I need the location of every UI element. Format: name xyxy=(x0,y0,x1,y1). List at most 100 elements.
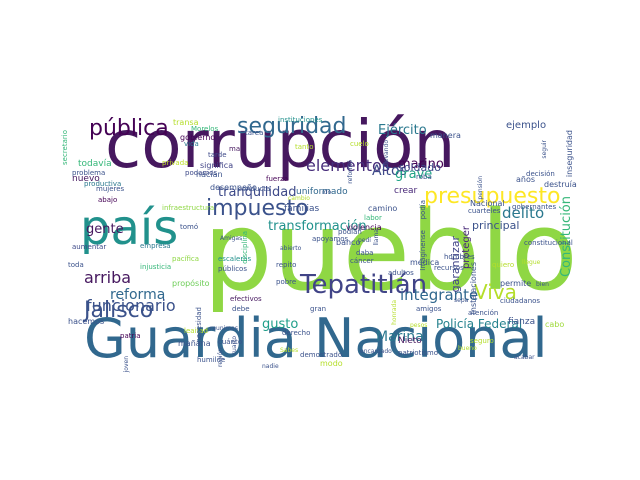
word-pueblo: pueblo xyxy=(203,187,578,315)
word-small: hacemos xyxy=(68,317,105,326)
word-policia-federal: Policía Federal xyxy=(436,317,523,331)
word-small: años xyxy=(516,175,536,184)
word-small: productiva xyxy=(84,180,122,188)
word-reforma: reforma xyxy=(110,287,166,303)
word-small: roba xyxy=(416,173,432,181)
word-small: banco xyxy=(336,238,361,247)
word-small: pedí xyxy=(358,237,371,244)
word-small: honrada xyxy=(391,300,398,325)
word-elementos: elementos xyxy=(306,156,391,175)
word-marina: Marina xyxy=(376,329,424,345)
word-arriba: arriba xyxy=(84,268,132,287)
word-small: reformó xyxy=(347,160,354,184)
word-small: cuánto xyxy=(218,338,243,346)
word-small: reunimos xyxy=(210,325,238,332)
word-small: cáncer xyxy=(350,257,374,265)
word-small: efectivos xyxy=(230,295,262,303)
word-small: seguro xyxy=(470,337,494,345)
word-small: instituciones xyxy=(278,116,323,124)
word-small: hombres xyxy=(444,253,475,261)
word-grave: grave xyxy=(395,167,433,182)
word-presupuesto: presupuesto xyxy=(424,184,561,209)
word-small: transa xyxy=(173,118,199,127)
word-small: todavía xyxy=(78,159,112,169)
word-camino: camino xyxy=(368,204,398,213)
word-small: públicos xyxy=(218,265,247,273)
word-small: permite xyxy=(500,279,532,288)
word-small: propósito xyxy=(172,279,210,288)
word-small: labor xyxy=(364,214,382,222)
word-small: cambio xyxy=(288,195,310,202)
word-small: inseguridad xyxy=(565,130,574,178)
word-small: decisión xyxy=(526,170,555,178)
word-principal: principal xyxy=(472,219,520,232)
word-small: seguir xyxy=(541,140,548,159)
word-impuesto: impuesto xyxy=(206,196,309,221)
word-small: empresa xyxy=(140,242,171,250)
word-small: podía xyxy=(419,200,427,220)
word-small: desempeño xyxy=(210,183,257,192)
word-transformacion: transformación xyxy=(268,219,367,234)
word-small: destruía xyxy=(544,180,577,189)
word-jalisco: Jalisco xyxy=(84,298,154,323)
word-small: abajo xyxy=(98,196,118,204)
word-small: patriotismo xyxy=(398,349,439,357)
word-small: apoyamos xyxy=(312,235,349,243)
word-viva: Viva xyxy=(474,280,517,304)
word-small: problema xyxy=(72,169,106,177)
word-small: constitucional xyxy=(524,239,573,247)
word-integrante: integrante xyxy=(400,286,479,304)
word-small: cuelo xyxy=(350,140,369,148)
word-small: modo xyxy=(320,359,343,368)
word-small: encargado xyxy=(360,348,392,355)
word-small: significa xyxy=(200,161,234,170)
word-small: necesidad xyxy=(195,307,203,343)
word-small: llevando xyxy=(383,140,390,166)
word-small: uniformado xyxy=(296,187,348,197)
word-small: daba xyxy=(356,249,374,257)
word-small: violencia xyxy=(346,223,382,232)
word-small: amigos xyxy=(416,305,442,313)
word-small: sepa xyxy=(454,297,469,304)
word-small: Sabes xyxy=(280,347,299,354)
word-small: tarea xyxy=(245,129,264,137)
word-small: ido xyxy=(322,189,332,196)
word-delito: delito xyxy=(502,204,545,222)
word-small: región xyxy=(217,348,224,367)
word-small: cuarto xyxy=(231,336,238,356)
word-pais: país xyxy=(80,200,179,256)
word-small: patria xyxy=(120,332,141,340)
word-small: aumentar xyxy=(72,243,107,251)
word-small: demostrado xyxy=(300,351,343,359)
word-tranquilidad: tranquilidad xyxy=(218,185,297,200)
word-fianza: fianza xyxy=(508,317,536,327)
word-small: humilde xyxy=(197,356,226,364)
word-small: conducta xyxy=(238,185,271,193)
word-small: injusticia xyxy=(140,263,172,271)
word-small: repito xyxy=(276,261,297,269)
word-constitucion: Constitución xyxy=(559,196,574,278)
word-small: leaitad xyxy=(184,327,208,335)
word-small: abierto xyxy=(280,245,302,252)
word-small: Imagínense xyxy=(419,230,427,271)
word-small: gran xyxy=(310,305,327,313)
word-small: llegue xyxy=(522,259,541,266)
word-seguridad: seguridad xyxy=(237,114,347,139)
word-small: privada xyxy=(162,159,189,167)
word-small: joven xyxy=(123,356,130,373)
word-small: Morelos xyxy=(191,125,219,133)
word-marino: marino xyxy=(398,157,444,172)
word-funcionario: funcionario xyxy=(86,296,176,315)
word-small: pobre xyxy=(276,278,297,286)
word-nieto: Nieto xyxy=(398,336,422,346)
word-small: tanto xyxy=(295,143,314,151)
word-gente: gente xyxy=(86,222,124,237)
word-small: mal xyxy=(229,145,243,153)
word-small: bien xyxy=(536,281,549,288)
word-small: médica xyxy=(410,258,440,267)
word-small: disciplina xyxy=(241,231,249,264)
word-small: bueno xyxy=(458,345,477,352)
word-small: llama xyxy=(373,229,380,246)
word-small: manera xyxy=(430,131,461,140)
